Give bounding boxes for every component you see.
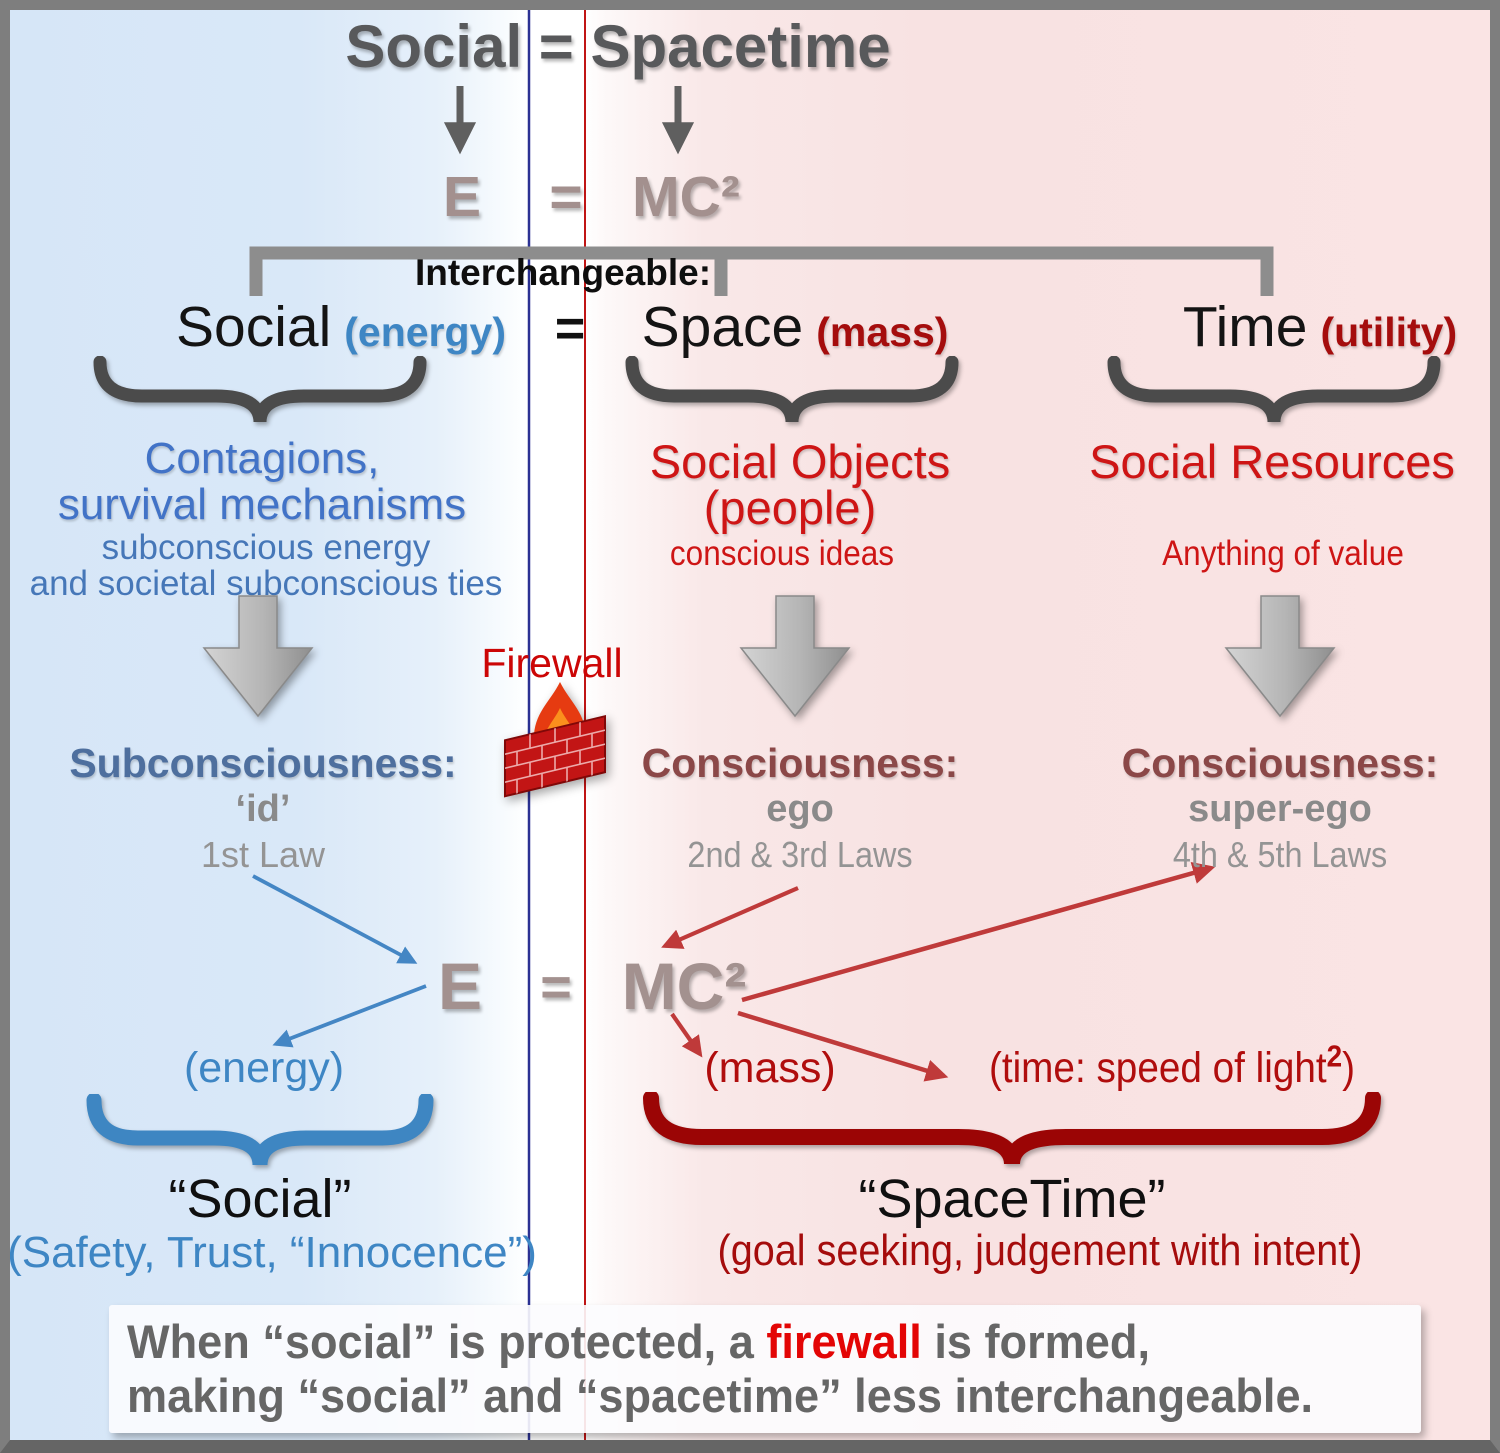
eq-bottom-mc2: MC² [621,949,747,1023]
time-mind-title: Consciousness: [1121,740,1439,786]
time-qualifier: (utility) [1320,309,1458,355]
social-result-brace [86,1094,434,1166]
time-heading-1: Social Resources [1089,435,1455,488]
space-term-group: Space (mass) [642,294,949,360]
social-heading-1: Contagions, [144,434,380,483]
arrow-1stlaw-to-e [252,874,418,964]
social-heading-2: survival mechanisms [57,480,467,529]
eq-top-e: E [442,165,482,229]
time-down-arrow [1224,595,1336,718]
main-title: Social = Spacetime [345,13,891,80]
social-sub-1: subconscious energy [101,528,431,567]
mass-label: (mass) [704,1044,836,1092]
time-term: Time [1182,295,1308,359]
social-down-arrow [202,595,314,718]
space-sub-1: conscious ideas [669,534,895,573]
eq-top-mc2: MC² [632,165,740,229]
space-heading-1: Social Objects [649,435,951,488]
spacetime-result-label: “SpaceTime” [858,1169,1166,1229]
time-label-exponent: 2 [1326,1038,1343,1074]
footer-firewall-word: firewall [766,1315,922,1368]
social-mind-law: 1st Law [200,834,326,875]
eq-bottom-e: E [437,949,483,1023]
firewall-icon [504,682,606,798]
term-row-equals: = [554,300,586,358]
space-brace [625,356,959,423]
footer-note: When “social” is protected, a firewall i… [109,1305,1421,1433]
social-term: Social [175,295,332,359]
space-down-arrow [739,595,851,718]
arrow-laws-to-mc2 [661,886,799,949]
social-qualifier: (energy) [344,309,507,355]
social-term-group: Social (energy) [176,294,506,360]
time-label: (time: speed of light2) [988,1038,1356,1092]
time-brace [1107,356,1441,423]
energy-label: (energy) [183,1044,345,1092]
footer-line1-post: is formed, [921,1315,1150,1368]
social-mind-title: Subconsciousness: [69,740,457,786]
space-heading-2: (people) [703,481,877,534]
arrow-mc2-to-mass [670,1012,703,1058]
footer-line2: making “social” and “spacetime” less int… [127,1369,1314,1422]
space-qualifier: (mass) [816,309,949,355]
spacetime-result-sub: (goal seeking, judgement with intent) [717,1226,1363,1275]
time-term-group: Time (utility) [1183,294,1457,360]
time-mind-agent: super-ego [1188,788,1372,830]
interchangeable-bracket [249,246,1274,296]
space-mind-agent: ego [766,788,834,830]
social-result-sub: (Safety, Trust, “Innocence”) [7,1228,537,1277]
arrow-mc2-to-superego [741,862,1216,1003]
time-sub-1: Anything of value [1162,534,1404,573]
eq-top-equals: = [549,165,583,229]
arrow-mc2-to-time [737,1010,949,1082]
social-brace [93,356,427,423]
space-mind-title: Consciousness: [641,740,959,786]
eq-bottom-equals: = [540,957,572,1017]
social-mind-agent: ‘id’ [235,788,291,830]
space-term: Space [641,295,804,359]
social-result-label: “Social” [168,1169,352,1229]
interchangeable-label: Interchangeable: [414,252,712,293]
spacetime-result-brace [643,1092,1381,1165]
time-mind-law: 4th & 5th Laws [1172,834,1388,875]
space-mind-law: 2nd & 3rd Laws [687,834,913,875]
firewall-label: Firewall [481,640,623,686]
footer-line1-pre: When “social” is protected, a [127,1315,767,1368]
arrow-e-to-energy [272,984,427,1048]
